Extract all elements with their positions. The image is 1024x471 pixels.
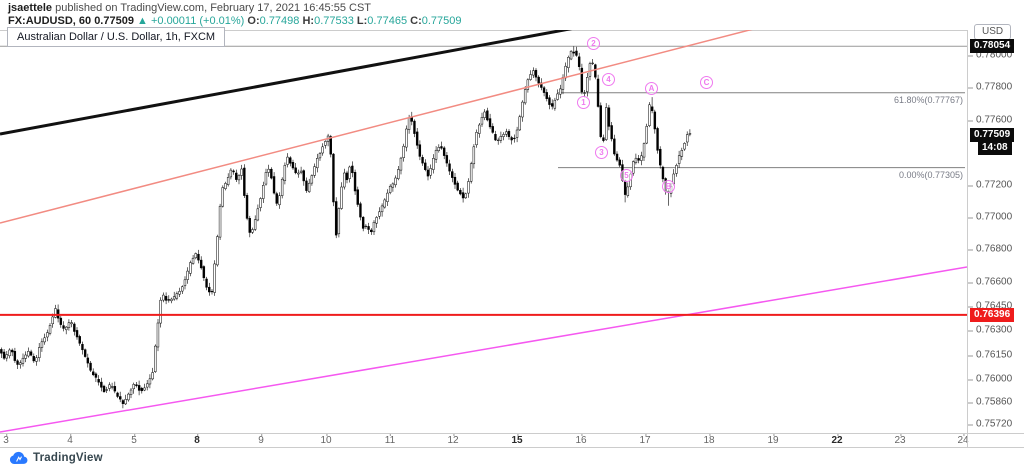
close-label: C:: [410, 15, 422, 27]
fib-61.8-label: 61.80%(0.77767): [893, 95, 963, 105]
price-change: +0.00011 (+0.01%): [150, 15, 245, 27]
fib-0.0-label: 0.00%(0.77305): [898, 170, 963, 180]
author-name: jsaettele: [8, 2, 53, 14]
date-tick-11: 11: [384, 433, 396, 446]
wave-label-C[interactable]: C: [700, 76, 713, 89]
alert-price-label: 0.76396: [970, 308, 1015, 322]
date-tick-10: 10: [320, 433, 332, 446]
footer-top-border: [0, 447, 1024, 448]
price-tick-0.77000: 0.77000: [968, 212, 1012, 223]
date-tick-16: 16: [575, 433, 587, 446]
date-tick-12: 12: [447, 433, 459, 446]
symbol-interval: FX:AUDUSD, 60: [8, 15, 92, 27]
date-tick-9: 9: [258, 433, 264, 446]
date-tick-22: 22: [831, 433, 843, 446]
open-label: O:: [247, 15, 260, 27]
tradingview-logo-text: TradingView: [33, 452, 103, 464]
wave-label-A[interactable]: A: [645, 82, 658, 95]
wave-label-2[interactable]: 2: [587, 37, 600, 50]
red-channel-trendline: [0, 30, 753, 224]
currency-chip: USD: [974, 24, 1012, 40]
price-tick-0.78000: 0.78000: [968, 50, 1012, 61]
price-tick-0.75860: 0.75860: [968, 397, 1012, 408]
plot-top-border: [0, 30, 1024, 31]
date-tick-15: 15: [511, 433, 523, 446]
price-tick-0.76800: 0.76800: [968, 244, 1012, 255]
date-tick-3: 3: [3, 433, 9, 446]
quote-line: FX:AUDUSD, 60 0.77509 ▲ +0.00011 (+0.01%…: [8, 15, 462, 28]
axis-separator-vertical: [967, 30, 968, 447]
wave-label-3[interactable]: 3: [595, 146, 608, 159]
wave-label-B[interactable]: B: [662, 180, 675, 193]
wave-label-4[interactable]: 4: [602, 73, 615, 86]
published-line: jsaettele published on TradingView.com, …: [8, 2, 462, 15]
date-tick-23: 23: [894, 433, 906, 446]
black-resistance-trendline: [0, 30, 573, 136]
price-tick-0.76150: 0.76150: [968, 350, 1012, 361]
date-tick-19: 19: [767, 433, 779, 446]
price-tick-0.77200: 0.77200: [968, 180, 1012, 191]
price-tick-0.76450: 0.76450: [968, 301, 1012, 312]
price-tick-0.76300: 0.76300: [968, 325, 1012, 336]
price-tick-0.77600: 0.77600: [968, 115, 1012, 126]
date-tick-4: 4: [67, 433, 73, 446]
chart-plot-area[interactable]: [0, 30, 967, 433]
price-tick-0.77800: 0.77800: [968, 82, 1012, 93]
price-tick-0.76600: 0.76600: [968, 277, 1012, 288]
time-axis-top-border: [0, 433, 1024, 434]
date-tick-5: 5: [131, 433, 137, 446]
session-high-price-label: 0.78054: [970, 39, 1015, 53]
tradingview-cloud-icon: [9, 451, 28, 464]
snapshot-header: jsaettele published on TradingView.com, …: [8, 2, 462, 28]
date-tick-17: 17: [639, 433, 651, 446]
wave-label-5[interactable]: 5: [620, 169, 633, 182]
candlestick-series: [0, 46, 692, 409]
footer-bar: TradingView: [0, 447, 1024, 471]
date-tick-8: 8: [194, 433, 200, 446]
magenta-support-trendline: [0, 266, 967, 433]
time-axis[interactable]: 3 4 5 8 9 10 11 12 15 16 17 18 19 22 23 24: [0, 433, 1024, 447]
last-price-label: 0.77509: [970, 128, 1015, 142]
last-price: 0.77509: [94, 15, 134, 27]
wave-label-1[interactable]: 1: [577, 96, 590, 109]
close-value: 0.77509: [421, 15, 462, 27]
symbol-description-box: Australian Dollar / U.S. Dollar, 1h, FXC…: [7, 27, 226, 47]
low-value: 0.77465: [367, 15, 408, 27]
price-tick-0.76000: 0.76000: [968, 374, 1012, 385]
open-value: 0.77498: [259, 15, 300, 27]
published-text: published on TradingView.com, February 1…: [52, 2, 372, 14]
price-axis[interactable]: USD 0.78000 0.77800 0.77600 0.77200 0.77000 0…: [967, 24, 1024, 433]
date-tick-18: 18: [703, 433, 715, 446]
high-label: H:: [302, 15, 315, 27]
bar-countdown: 14:08: [978, 141, 1012, 155]
low-label: L:: [356, 15, 368, 27]
up-arrow-icon: ▲: [137, 15, 148, 27]
date-tick-24: 24: [957, 433, 969, 446]
high-value: 0.77533: [314, 15, 354, 27]
price-tick-0.75720: 0.75720: [968, 419, 1012, 430]
tradingview-logo-link[interactable]: TradingView: [9, 451, 103, 465]
